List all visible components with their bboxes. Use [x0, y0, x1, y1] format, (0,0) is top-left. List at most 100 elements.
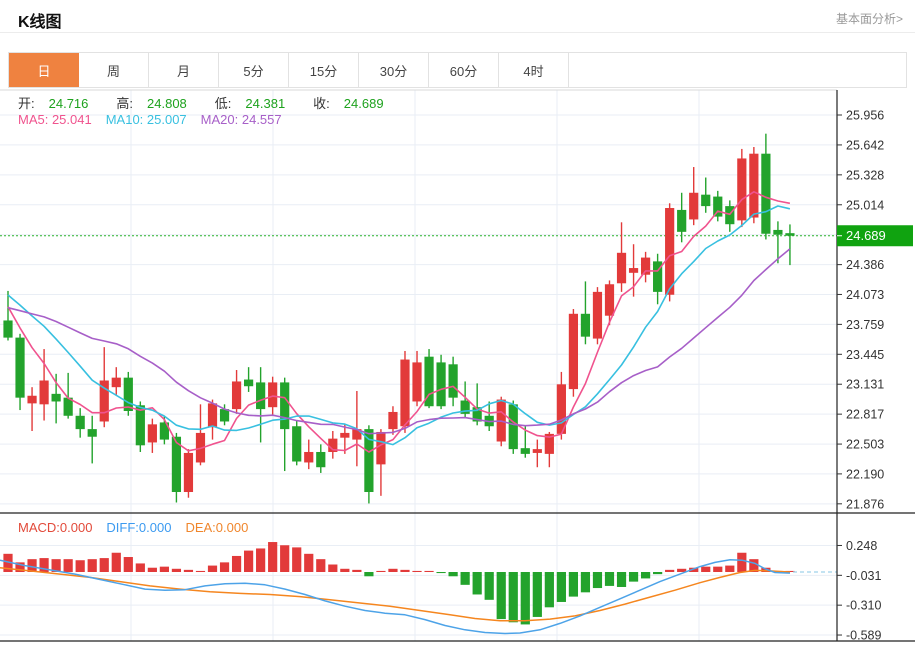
close-value: 24.689	[343, 96, 384, 111]
macd-value: MACD:0.000	[18, 520, 93, 535]
macd-bar	[640, 572, 651, 579]
candle-body	[364, 429, 374, 493]
tab-period-8[interactable]: 4时	[499, 53, 569, 87]
tab-period-2[interactable]: 周	[79, 53, 149, 87]
candle-body	[472, 407, 482, 422]
candle-body	[219, 409, 230, 422]
candle-body	[304, 451, 314, 463]
candle-body	[604, 284, 615, 316]
candle-body	[171, 436, 182, 493]
price-tick-label: 22.817	[846, 408, 884, 422]
ohlc-close: 收: 24.689	[313, 96, 397, 111]
candle-body	[773, 229, 783, 235]
macd-bar	[304, 553, 314, 572]
macd-tick-label: -0.589	[846, 629, 881, 643]
macd-bar	[183, 569, 194, 572]
ma20-readout: MA20: 24.557	[200, 112, 282, 127]
candle-body	[640, 257, 651, 275]
dea-value: DEA:0.000	[185, 520, 249, 535]
close-label: 收:	[313, 96, 330, 111]
macd-bar	[99, 558, 109, 572]
candle-body	[785, 233, 795, 236]
candle-body	[99, 380, 109, 422]
macd-bar	[15, 562, 25, 572]
macd-bar	[496, 572, 506, 620]
tab-period-4[interactable]: 5分	[219, 53, 289, 87]
price-tick-label: 25.328	[846, 168, 884, 182]
macd-bar	[340, 568, 350, 572]
macd-tick-label: 0.248	[846, 539, 877, 553]
macd-bar	[207, 565, 218, 572]
ma5-line	[7, 191, 791, 453]
page-title: K线图	[18, 14, 62, 31]
macd-bar	[388, 568, 398, 572]
ma5-readout: MA5: 25.041	[18, 112, 92, 127]
macd-bar	[701, 566, 711, 572]
candle-body	[27, 395, 37, 404]
candle-body	[292, 426, 302, 462]
ohlc-open: 开: 24.716	[18, 96, 102, 111]
macd-bar	[749, 559, 759, 572]
macd-bar	[280, 545, 290, 572]
macd-bar	[532, 572, 542, 617]
candle-body	[665, 208, 675, 295]
macd-bar	[677, 568, 687, 572]
candle-body	[725, 206, 735, 225]
current-price-badge-label: 24.689	[846, 228, 886, 243]
tab-period-3[interactable]: 月	[149, 53, 219, 87]
ma20-line	[7, 248, 791, 435]
macd-bar	[412, 570, 422, 572]
tab-period-7[interactable]: 60分	[429, 53, 499, 87]
macd-bar	[400, 569, 410, 572]
price-tick-label: 25.642	[846, 138, 884, 152]
candle-body	[244, 379, 254, 387]
candle-body	[653, 261, 663, 292]
candle-body	[532, 449, 542, 453]
low-label: 低:	[214, 96, 232, 111]
tab-period-1[interactable]: 日	[9, 53, 79, 87]
macd-bar	[665, 569, 675, 572]
macd-bar	[256, 548, 266, 572]
candle-body	[328, 438, 338, 452]
candle-body	[508, 404, 518, 450]
tab-period-6[interactable]: 30分	[359, 53, 429, 87]
tab-period-5[interactable]: 15分	[289, 53, 359, 87]
candle-body	[147, 424, 157, 443]
candle-body	[340, 432, 350, 438]
current-price-badge	[837, 225, 913, 247]
candle-body	[556, 384, 566, 434]
ma10-line	[7, 205, 791, 446]
macd-bar	[75, 560, 85, 572]
macd-bar	[195, 570, 206, 572]
candle-body	[713, 196, 723, 217]
high-label: 高:	[116, 96, 134, 111]
macd-bar	[244, 550, 254, 572]
diff-value: DIFF:0.000	[106, 520, 172, 535]
price-tick-label: 25.014	[846, 198, 884, 212]
price-tick-label: 22.190	[846, 467, 884, 481]
macd-bar	[689, 567, 699, 572]
candle-body	[63, 397, 73, 416]
high-value: 24.808	[147, 96, 187, 111]
candle-body	[388, 411, 398, 430]
candle-body	[111, 377, 121, 388]
macd-bar	[713, 566, 723, 572]
price-tick-label: 25.956	[846, 109, 884, 123]
ohlc-readout: 开: 24.716 高: 24.808 低: 24.381 收: 24.689	[18, 93, 412, 112]
candle-body	[87, 429, 97, 437]
macd-readout: MACD:0.000 DIFF:0.000 DEA:0.000	[18, 520, 262, 535]
candle-body	[448, 364, 458, 398]
macd-bar	[520, 572, 530, 625]
candle-body	[412, 362, 422, 402]
candle-body	[592, 291, 603, 339]
fundamental-analysis-link[interactable]: 基本面分析>	[835, 12, 903, 26]
macd-bar	[725, 565, 735, 572]
price-tick-label: 23.131	[846, 378, 884, 392]
candle-body	[568, 313, 579, 390]
candle-body	[75, 415, 85, 430]
candle-body	[280, 382, 290, 430]
macd-bar	[51, 559, 61, 572]
macd-bar	[231, 555, 242, 572]
macd-bar	[111, 552, 121, 572]
